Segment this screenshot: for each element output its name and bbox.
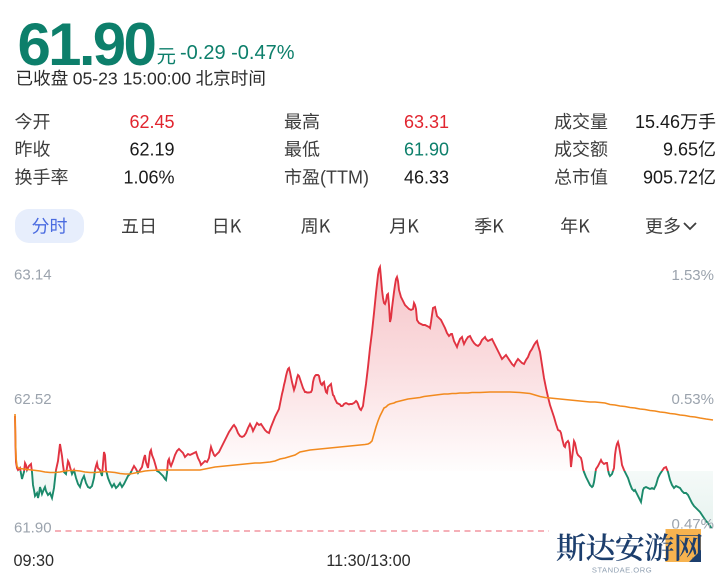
svg-text:62.45: 62.45 (129, 112, 174, 132)
svg-text:05-23 15:00:00: 05-23 15:00:00 (73, 69, 192, 89)
svg-text:63.31: 63.31 (404, 112, 449, 132)
svg-text:1.53%: 1.53% (671, 267, 714, 284)
svg-text:61.90: 61.90 (404, 140, 449, 160)
svg-text:11:30/13:00: 11:30/13:00 (326, 552, 410, 570)
svg-text:61.90: 61.90 (14, 520, 52, 537)
svg-text:1.06%: 1.06% (123, 168, 174, 188)
svg-text:-0.29 -0.47%: -0.29 -0.47% (180, 42, 295, 64)
svg-text:0.53%: 0.53% (671, 391, 714, 408)
svg-text:15.46: 15.46 (635, 112, 680, 132)
svg-text:9.65: 9.65 (663, 140, 698, 160)
svg-text:63.14: 63.14 (14, 267, 52, 284)
svg-text:62.52: 62.52 (14, 391, 52, 408)
svg-text:(TTM): (TTM) (320, 168, 369, 188)
svg-text:STANDAE.ORG: STANDAE.ORG (592, 565, 652, 574)
svg-text:09:30: 09:30 (14, 552, 55, 570)
svg-text:46.33: 46.33 (404, 168, 449, 188)
svg-text:61.90: 61.90 (18, 11, 155, 78)
svg-text:905.72: 905.72 (643, 168, 698, 188)
svg-text:62.19: 62.19 (129, 140, 174, 160)
